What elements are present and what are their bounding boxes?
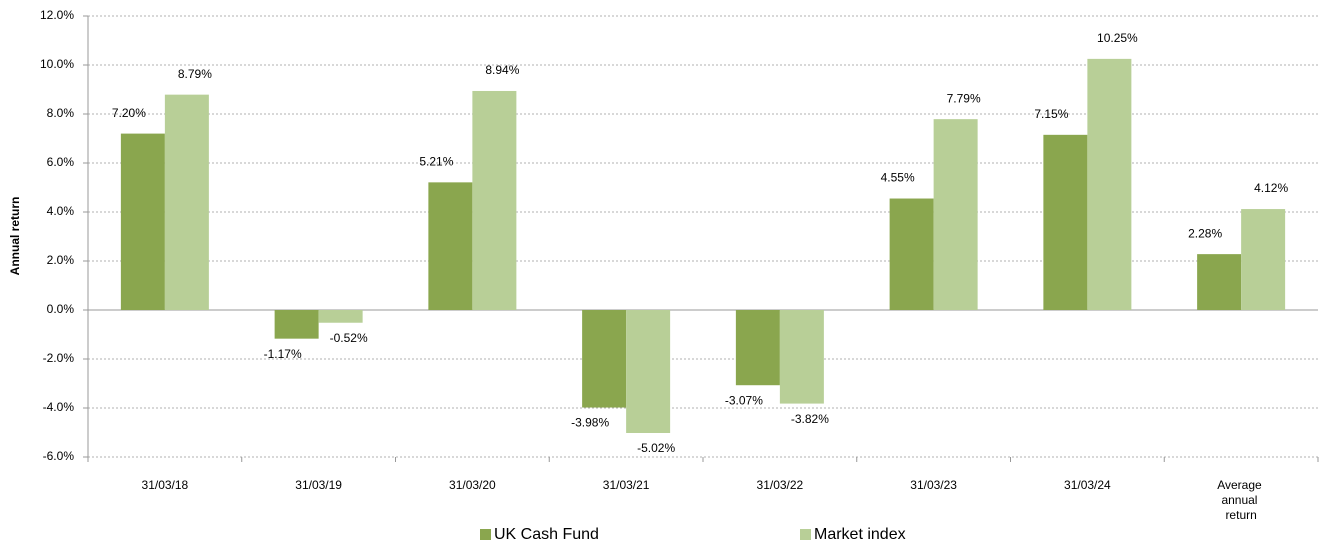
data-label: 7.15% <box>1034 107 1068 121</box>
bar <box>933 119 978 311</box>
y-tick-label: -6.0% <box>43 449 75 463</box>
bar <box>120 133 165 310</box>
bar <box>582 310 627 408</box>
data-label: -3.07% <box>725 393 763 407</box>
data-label: -0.52% <box>330 331 368 345</box>
y-axis-label: Annual return <box>8 197 22 276</box>
bar <box>274 310 319 339</box>
bar <box>1241 209 1286 310</box>
bar <box>779 310 824 404</box>
x-tick-label: 31/03/22 <box>757 478 804 492</box>
bar <box>1087 58 1132 310</box>
x-tick-label: 31/03/19 <box>295 478 342 492</box>
bar <box>889 198 934 310</box>
y-tick-label: 2.0% <box>47 253 75 267</box>
y-tick-label: -4.0% <box>43 400 75 414</box>
legend-label: UK Cash Fund <box>494 526 599 543</box>
data-label: 4.55% <box>881 171 915 185</box>
bar <box>472 90 517 310</box>
bar <box>318 310 363 323</box>
data-label: 10.25% <box>1097 31 1138 45</box>
y-tick-label: 0.0% <box>47 302 75 316</box>
bar <box>1043 134 1088 310</box>
bar <box>626 310 671 433</box>
y-tick-label: 12.0% <box>40 8 74 22</box>
legend-swatch <box>800 529 811 540</box>
data-label: 4.12% <box>1254 181 1288 195</box>
bar <box>164 94 209 311</box>
data-label: 5.21% <box>419 155 453 169</box>
data-label: -3.98% <box>571 416 609 430</box>
data-label: 7.79% <box>947 91 981 105</box>
data-label: 8.79% <box>178 67 212 81</box>
data-label: 2.28% <box>1188 226 1222 240</box>
x-tick-label: Average annual return <box>1217 478 1265 522</box>
y-tick-label: 10.0% <box>40 57 74 71</box>
x-tick-label: 31/03/18 <box>142 478 189 492</box>
x-tick-label: 31/03/20 <box>449 478 496 492</box>
bar <box>1197 254 1242 310</box>
y-tick-label: 8.0% <box>47 106 75 120</box>
data-label: -3.82% <box>791 412 829 426</box>
y-tick-label: 4.0% <box>47 204 75 218</box>
x-tick-label: 31/03/24 <box>1064 478 1111 492</box>
legend-label: Market index <box>814 526 906 543</box>
legend-swatch <box>480 529 491 540</box>
bar <box>428 182 473 310</box>
data-label: -1.17% <box>264 347 302 361</box>
y-tick-label: 6.0% <box>47 155 75 169</box>
data-label: -5.02% <box>637 441 675 455</box>
data-label: 8.94% <box>485 63 519 77</box>
data-label: 7.20% <box>112 106 146 120</box>
bar <box>735 310 780 386</box>
y-tick-label: -2.0% <box>43 351 75 365</box>
x-tick-label: 31/03/23 <box>910 478 957 492</box>
x-tick-label: 31/03/21 <box>603 478 650 492</box>
